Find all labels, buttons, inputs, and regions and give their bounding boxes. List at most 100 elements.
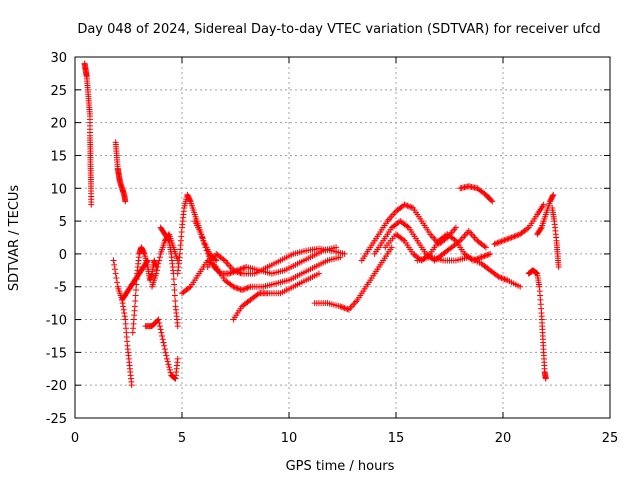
- data-point: [452, 224, 459, 231]
- data-point: [254, 291, 261, 298]
- series-arc-o: [358, 201, 459, 264]
- data-point: [491, 241, 498, 248]
- data-point: [495, 239, 502, 246]
- series-arc-f: [142, 316, 181, 382]
- data-point: [154, 264, 161, 271]
- data-point: [507, 235, 514, 242]
- data-point: [233, 268, 240, 275]
- data-point: [481, 243, 488, 250]
- data-point: [132, 297, 139, 304]
- ticks-layer: 0 5 10 15 20 25 -25 -20 -15 -10 -5 0 5 10 15 20 25 30: [46, 51, 619, 446]
- data-point: [161, 346, 168, 353]
- data-point: [171, 287, 178, 294]
- data-point: [500, 275, 506, 282]
- data-point: [550, 191, 557, 198]
- data-point: [144, 258, 151, 265]
- data-point: [166, 366, 173, 373]
- chart-title: Day 048 of 2024, Sidereal Day-to-day VTE…: [77, 22, 600, 37]
- data-point: [241, 285, 248, 292]
- data-point: [494, 239, 501, 246]
- y-axis-label: SDTVAR / TECUs: [7, 185, 22, 292]
- data-point: [484, 252, 491, 259]
- data-point: [501, 237, 508, 244]
- data-point: [542, 375, 549, 382]
- data-point: [338, 303, 345, 310]
- data-point: [341, 305, 348, 312]
- data-point: [163, 352, 170, 359]
- data-point: [160, 339, 167, 346]
- x-tick-label: 20: [495, 431, 512, 446]
- data-point: [237, 270, 244, 277]
- data-point: [220, 256, 227, 263]
- data-point: [236, 285, 243, 292]
- data-point: [337, 303, 344, 310]
- data-point: [512, 232, 519, 239]
- data-point: [199, 234, 206, 241]
- data-point: [498, 274, 505, 281]
- data-point: [154, 267, 161, 274]
- series-arc-a: [81, 60, 95, 208]
- y-tick-label: -5: [54, 281, 67, 296]
- data-point: [171, 281, 178, 288]
- data-point: [549, 192, 556, 199]
- series-arc-p: [371, 218, 489, 264]
- data-point: [156, 257, 163, 264]
- data-point: [508, 234, 515, 241]
- series-arc-v: [534, 191, 557, 238]
- y-tick-label: 30: [50, 51, 67, 66]
- data-point: [540, 201, 547, 208]
- data-point: [132, 292, 139, 299]
- data-point: [477, 254, 484, 261]
- data-point: [155, 316, 162, 323]
- x-tick-label: 15: [388, 431, 405, 446]
- series-arc-w: [549, 204, 562, 271]
- data-point: [200, 237, 207, 244]
- data-point: [517, 283, 524, 290]
- data-point: [407, 203, 414, 210]
- data-point: [405, 203, 412, 210]
- data-point: [122, 198, 129, 205]
- data-point: [226, 270, 233, 277]
- data-point: [112, 270, 119, 277]
- data-point: [121, 309, 128, 316]
- series-arc-r: [457, 183, 496, 205]
- y-tick-label: -10: [46, 314, 67, 329]
- data-point: [174, 323, 181, 330]
- data-point: [400, 236, 407, 243]
- data-point: [159, 336, 166, 343]
- data-point: [131, 303, 138, 310]
- data-point: [238, 287, 245, 294]
- data-point: [341, 250, 348, 257]
- data-point: [132, 287, 139, 294]
- y-tick-label: 25: [50, 84, 67, 99]
- data-point: [401, 201, 408, 208]
- data-point: [500, 237, 506, 244]
- data-point: [236, 269, 243, 276]
- data-point: [511, 233, 518, 240]
- data-point: [156, 319, 163, 326]
- series-arc-t: [491, 201, 547, 248]
- data-point: [153, 270, 160, 277]
- y-tick-label: 15: [50, 149, 67, 164]
- data-point: [475, 255, 482, 262]
- data-point: [482, 252, 489, 259]
- data-point: [156, 254, 163, 261]
- data-point: [155, 260, 162, 267]
- data-point: [240, 286, 247, 293]
- data-point: [111, 266, 118, 273]
- series-arc-u: [525, 267, 549, 382]
- data-point: [498, 238, 505, 245]
- x-tick-label: 0: [71, 431, 79, 446]
- data-point: [165, 361, 172, 368]
- series-arc-d: [129, 244, 160, 336]
- data-point: [246, 284, 253, 291]
- data-point: [487, 250, 494, 257]
- data-point: [343, 305, 350, 312]
- data-point: [404, 223, 411, 230]
- data-point: [505, 235, 512, 242]
- data-point: [167, 369, 174, 376]
- data-point: [231, 284, 238, 291]
- data-point: [230, 267, 237, 274]
- data-point: [174, 355, 181, 362]
- data-point: [110, 257, 117, 264]
